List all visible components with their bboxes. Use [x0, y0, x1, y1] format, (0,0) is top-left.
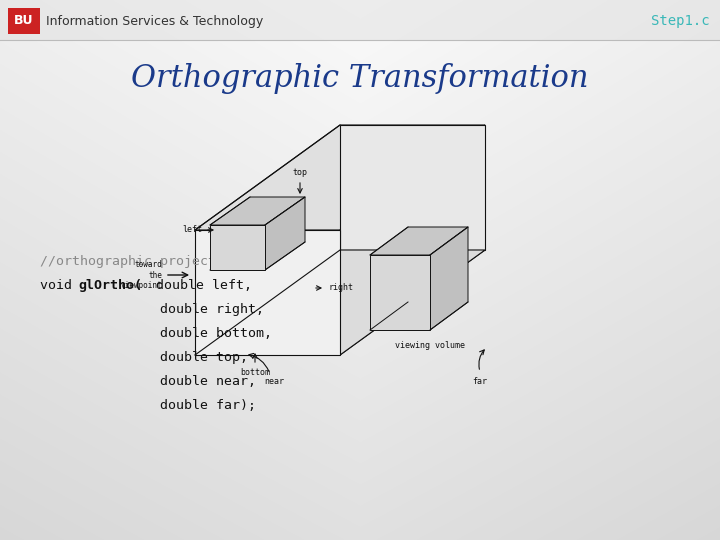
- Polygon shape: [370, 227, 468, 255]
- Polygon shape: [195, 230, 340, 355]
- Text: double right,: double right,: [40, 303, 264, 316]
- Polygon shape: [195, 250, 485, 355]
- Text: right: right: [328, 284, 353, 293]
- Text: double left,: double left,: [140, 279, 252, 292]
- Polygon shape: [265, 197, 305, 270]
- Text: BU: BU: [14, 15, 34, 28]
- Text: double top,: double top,: [40, 351, 248, 364]
- Text: far: far: [472, 377, 487, 386]
- Text: near: near: [264, 377, 284, 386]
- Text: Step1.c: Step1.c: [652, 14, 710, 28]
- Text: Information Services & Technology: Information Services & Technology: [46, 15, 264, 28]
- Text: double bottom,: double bottom,: [40, 327, 272, 340]
- Polygon shape: [340, 125, 485, 250]
- Text: toward
the
viewpoint: toward the viewpoint: [120, 260, 162, 290]
- Text: //orthographic projection: //orthographic projection: [40, 255, 240, 268]
- Text: bottom: bottom: [240, 368, 270, 377]
- Bar: [8, 8, 40, 34]
- Polygon shape: [210, 197, 305, 225]
- Polygon shape: [195, 125, 485, 230]
- Text: Orthographic Transformation: Orthographic Transformation: [131, 63, 589, 93]
- Text: double far);: double far);: [40, 399, 256, 412]
- Text: glOrtho(: glOrtho(: [78, 279, 142, 292]
- Text: void: void: [40, 279, 80, 292]
- Text: top: top: [292, 168, 307, 177]
- Text: viewing volume: viewing volume: [395, 341, 465, 349]
- Polygon shape: [210, 225, 265, 270]
- Polygon shape: [430, 227, 468, 330]
- Text: double near,: double near,: [40, 375, 256, 388]
- Bar: [0, 0, 720, 40]
- Polygon shape: [370, 255, 430, 330]
- Text: left: left: [182, 226, 202, 234]
- Polygon shape: [340, 125, 485, 355]
